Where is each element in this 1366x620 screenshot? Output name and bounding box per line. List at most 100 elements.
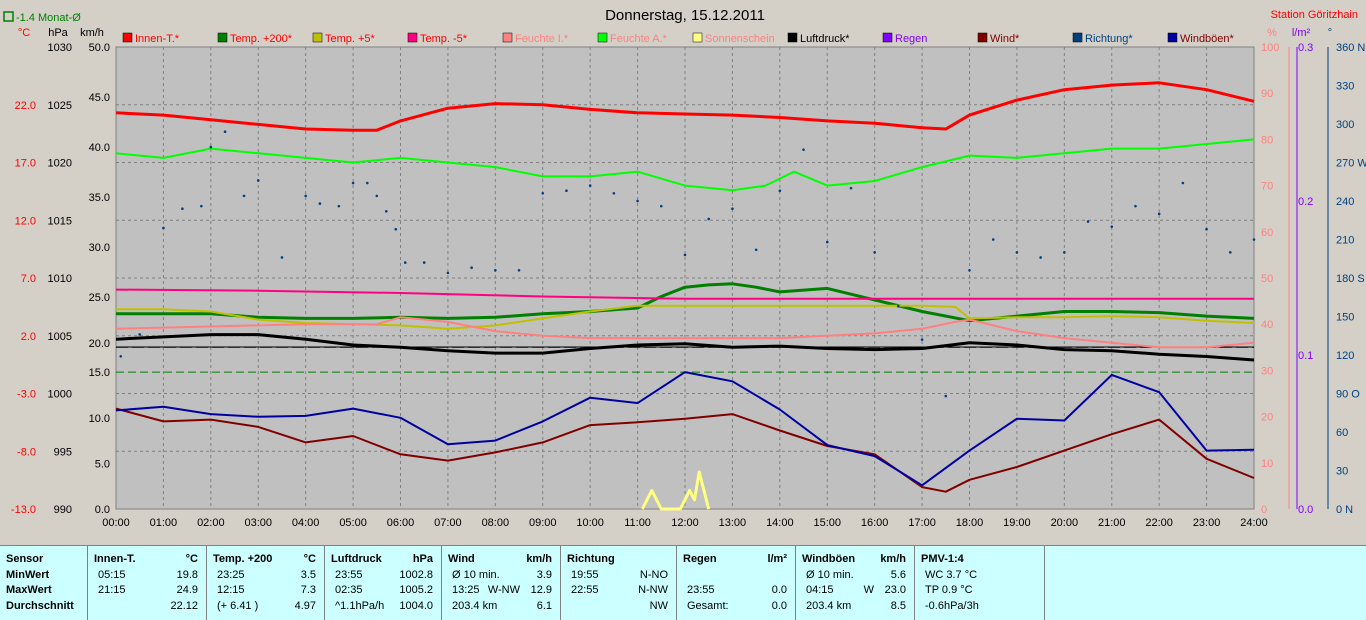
stats-cell-value: 0.0 [771,599,787,612]
legend-swatch [882,32,893,43]
direction-tick: 120 [1336,350,1354,362]
direction-point [659,204,663,208]
stats-header-label: Richtung [567,553,615,565]
direction-point [138,333,142,336]
stats-row-label-text: MinWert [6,568,50,581]
kmh-tick-upper: 30.0 [89,242,110,254]
stats-cell: 19:55 N-NO [561,568,676,583]
stats-column-header: Innen-T. °C [88,552,206,567]
direction-point [968,269,971,272]
time-tick: 03:00 [244,517,272,529]
direction-point [1134,204,1137,208]
monthly-avg-icon [3,11,14,22]
direction-point [802,148,805,151]
series-line-tempm5 [115,288,1254,300]
stats-cell: 22:55 N-NW [561,583,676,598]
legend-label: Temp. -5* [420,33,468,45]
direction-point [636,199,639,203]
stats-cell-value: 0.0 [771,584,787,596]
stats-cell: 13:25 W-NW 12.9 [442,583,560,598]
celsius-tick: 2.0 [21,331,36,343]
stats-column: Luftdruck hPa 23:55 1002.8 02:35 1005.2 ^1.1hP… [325,546,442,620]
time-tick: 09:00 [529,517,557,529]
kmh-tick-upper: 25.0 [89,292,110,304]
percent-tick: 70 [1261,181,1273,193]
stats-column: Richtung 19:55 N-NO 22:55 N-NW NW [561,546,677,620]
direction-point [181,207,184,210]
stats-header-label: Windböen [802,553,856,565]
hpa-tick: 1000 [48,389,72,401]
stats-cell-value: 7.3 [300,584,316,596]
stats-column: Windböen km/h Ø 10 min. 5.6 04:15 W 23.0 203.4 … [796,546,915,620]
direction-point [337,204,341,208]
direction-point [304,194,307,198]
kmh-tick-upper: 50.0 [89,42,110,54]
stats-cell-time: -0.6hPa/3h [925,599,979,612]
stats-column: Wind km/h Ø 10 min. 3.9 13:25 W-NW 12.9 203.4 k… [442,546,561,620]
legend-label: Windböen* [1180,33,1235,45]
stats-cell-time: 23:55 [335,568,363,581]
stats-header-label: Temp. +200 [213,553,273,565]
stats-cell-time: 22:55 [571,584,599,596]
direction-point [318,202,322,205]
stats-header-label: Luftdruck [331,553,382,565]
direction-point [384,209,388,213]
time-tick: 05:00 [339,517,367,529]
stats-cell-value: 23.0 [884,584,906,596]
time-tick: 24:00 [1240,517,1268,529]
stats-header-unit: °C [185,553,198,565]
series-line-wind [115,407,1255,493]
legend-swatch [692,32,703,43]
kmh-tick-upper: 20.0 [89,338,110,350]
series [115,81,1256,511]
hpa-tick: 1020 [48,158,72,170]
stats-cell-value: 1005.2 [399,584,433,596]
hpa-tick: 990 [54,504,72,516]
stats-cell: Ø 10 min. 5.6 [796,568,914,583]
direction-point [1039,256,1042,259]
stats-row-label-text: Durchschnitt [6,599,74,612]
legend-label: Sonnenschein [705,33,775,45]
stats-cell-time: 203.4 km [452,599,498,612]
stats-cell: Ø 10 min. 3.9 [442,568,560,583]
stats-column-header: Luftdruck hPa [325,552,441,567]
legend-swatch [787,32,798,43]
direction-point [541,192,545,195]
kmh-tick-lower: 10.0 [89,413,110,425]
series-line-innen [115,81,1255,132]
stats-row-label-text: Sensor [6,553,44,565]
series-line-windboeen [115,371,1255,487]
stats-cell-dir: W-NW [487,584,520,596]
stats-cell-time: ^1.1hPa/h [335,599,385,612]
direction-point [849,186,853,190]
celsius-tick: 22.0 [15,100,36,112]
stats-column: Temp. +200 °C 23:25 3.5 12:15 7.3 (+ 6.41 ) 4.9… [207,546,325,620]
direction-tick: 360 N [1336,42,1365,54]
stats-cell-time: (+ 6.41 ) [217,599,259,612]
direction-tick: 210 [1336,235,1354,247]
stats-cell: 12:15 7.3 [207,583,324,598]
direction-point [825,240,829,244]
direction-tick: 0 N [1336,504,1353,516]
stats-cell-value: 4.97 [294,599,316,612]
stats-cell: 23:25 3.5 [207,568,324,583]
legend-label: Innen-T.* [135,33,180,45]
stats-cell-time: 12:15 [217,584,245,596]
stats-cell: ^1.1hPa/h 1004.0 [325,599,441,614]
celsius-tick: 12.0 [15,215,36,227]
percent-tick: 0 [1261,504,1267,516]
time-tick: 02:00 [197,517,225,529]
stats-cell: -0.6hPa/3h [915,599,1044,614]
percent-tick: 40 [1261,319,1273,331]
hpa-tick: 1025 [48,100,72,112]
chart-title: Donnerstag, 15.12.2011 [605,7,765,24]
direction-point [494,269,497,272]
stats-column-header: Temp. +200 °C [207,552,324,567]
stats-cell-value: 3.5 [300,568,316,581]
celsius-tick: -13.0 [11,504,36,516]
kmh-tick-lower: 0.0 [95,504,110,516]
direction-point [256,179,260,182]
stats-cell-time: Gesamt: [687,599,729,612]
direction-point [1252,238,1256,241]
direction-point [1063,251,1066,254]
